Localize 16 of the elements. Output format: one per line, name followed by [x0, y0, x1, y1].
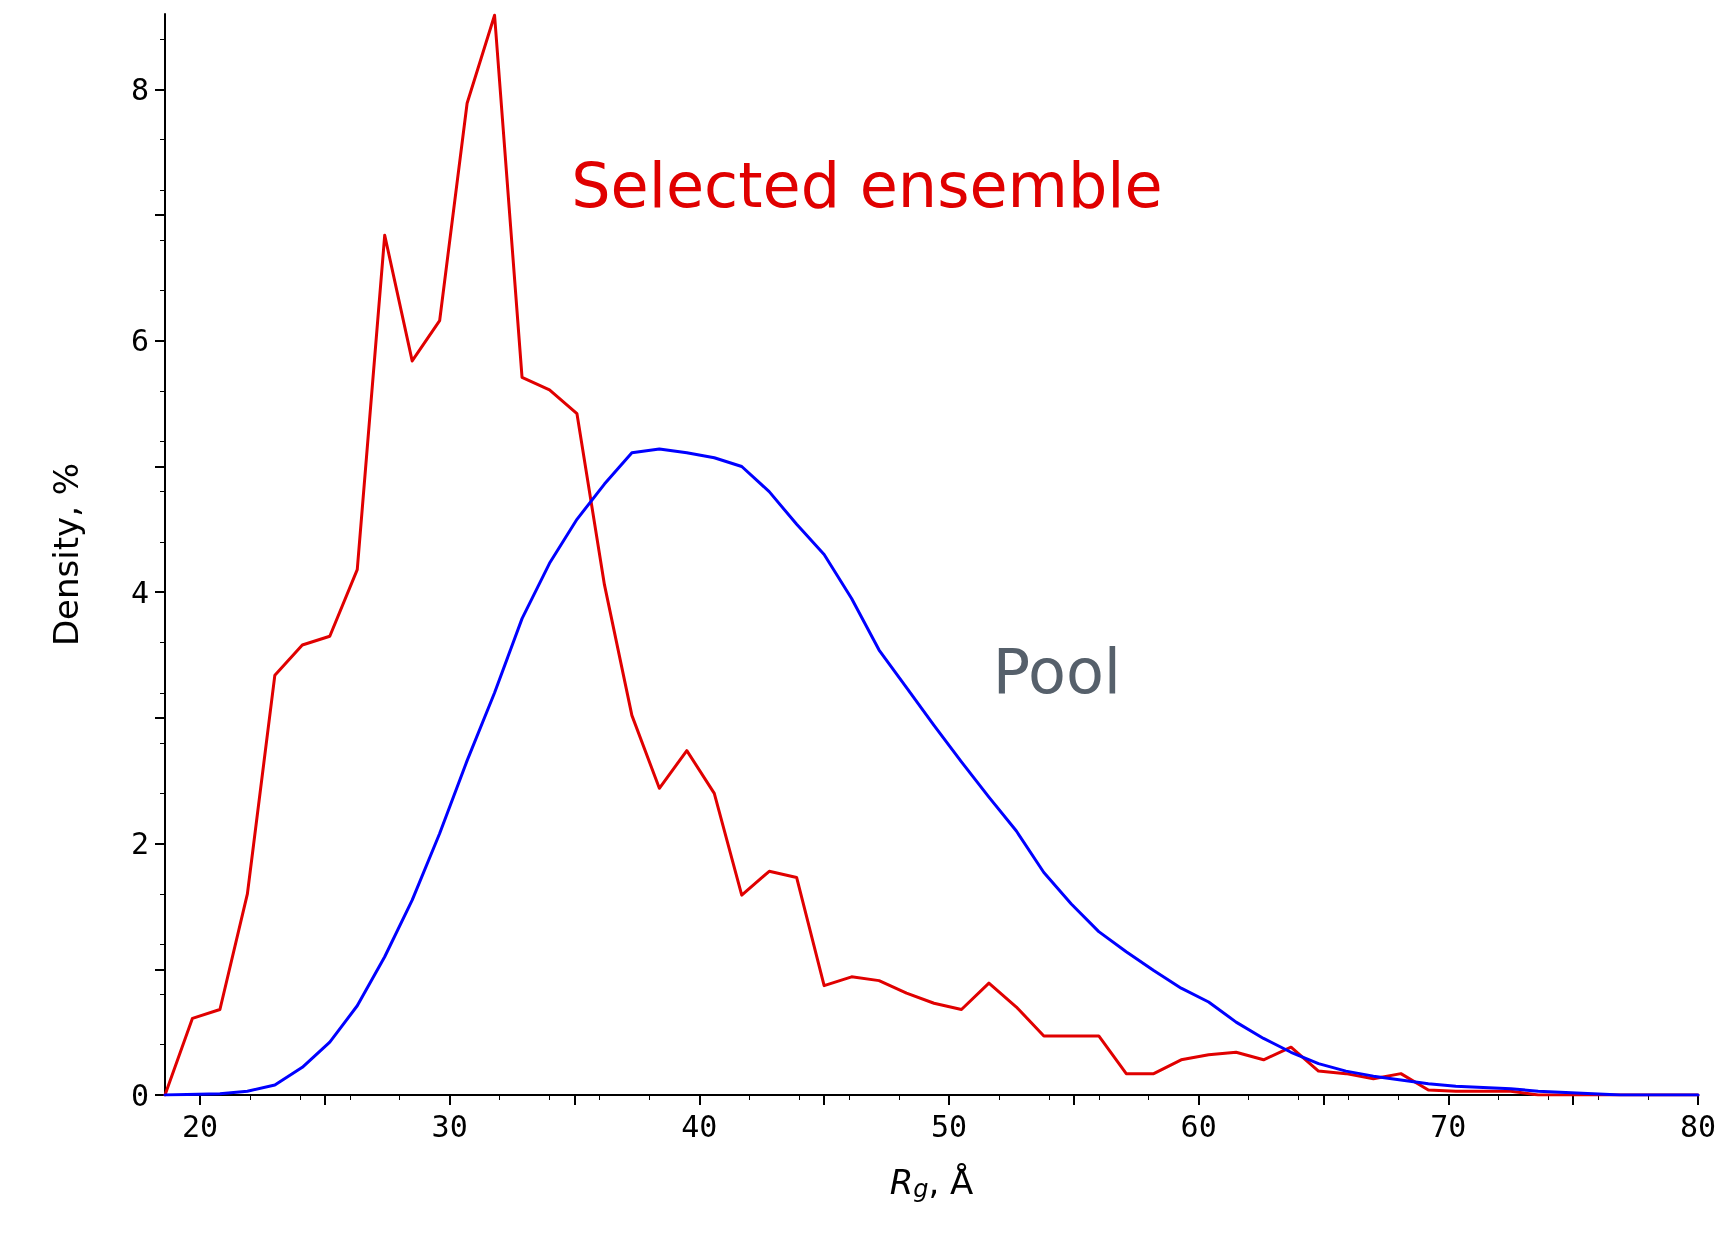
x-tick-label: 70: [1430, 1108, 1467, 1144]
series-label: Pool: [992, 635, 1122, 709]
y-tick-label: 8: [130, 71, 149, 107]
x-tick-label: 60: [1180, 1108, 1217, 1144]
x-tick-label: 80: [1679, 1108, 1717, 1144]
y-tick-label: 2: [130, 826, 149, 862]
x-tick-label: 20: [181, 1108, 219, 1144]
y-tick-label: 6: [130, 323, 149, 359]
y-tick-label: 4: [130, 574, 149, 610]
series-label: Selected ensemble: [571, 149, 1163, 223]
y-axis-title: Density, %: [46, 462, 86, 647]
x-axis-title: Rg, Å: [889, 1162, 974, 1203]
x-tick-label: 50: [930, 1108, 968, 1144]
x-tick-label: 40: [681, 1108, 718, 1144]
y-tick-label: 0: [130, 1077, 149, 1113]
x-tick-label: 30: [431, 1108, 468, 1144]
